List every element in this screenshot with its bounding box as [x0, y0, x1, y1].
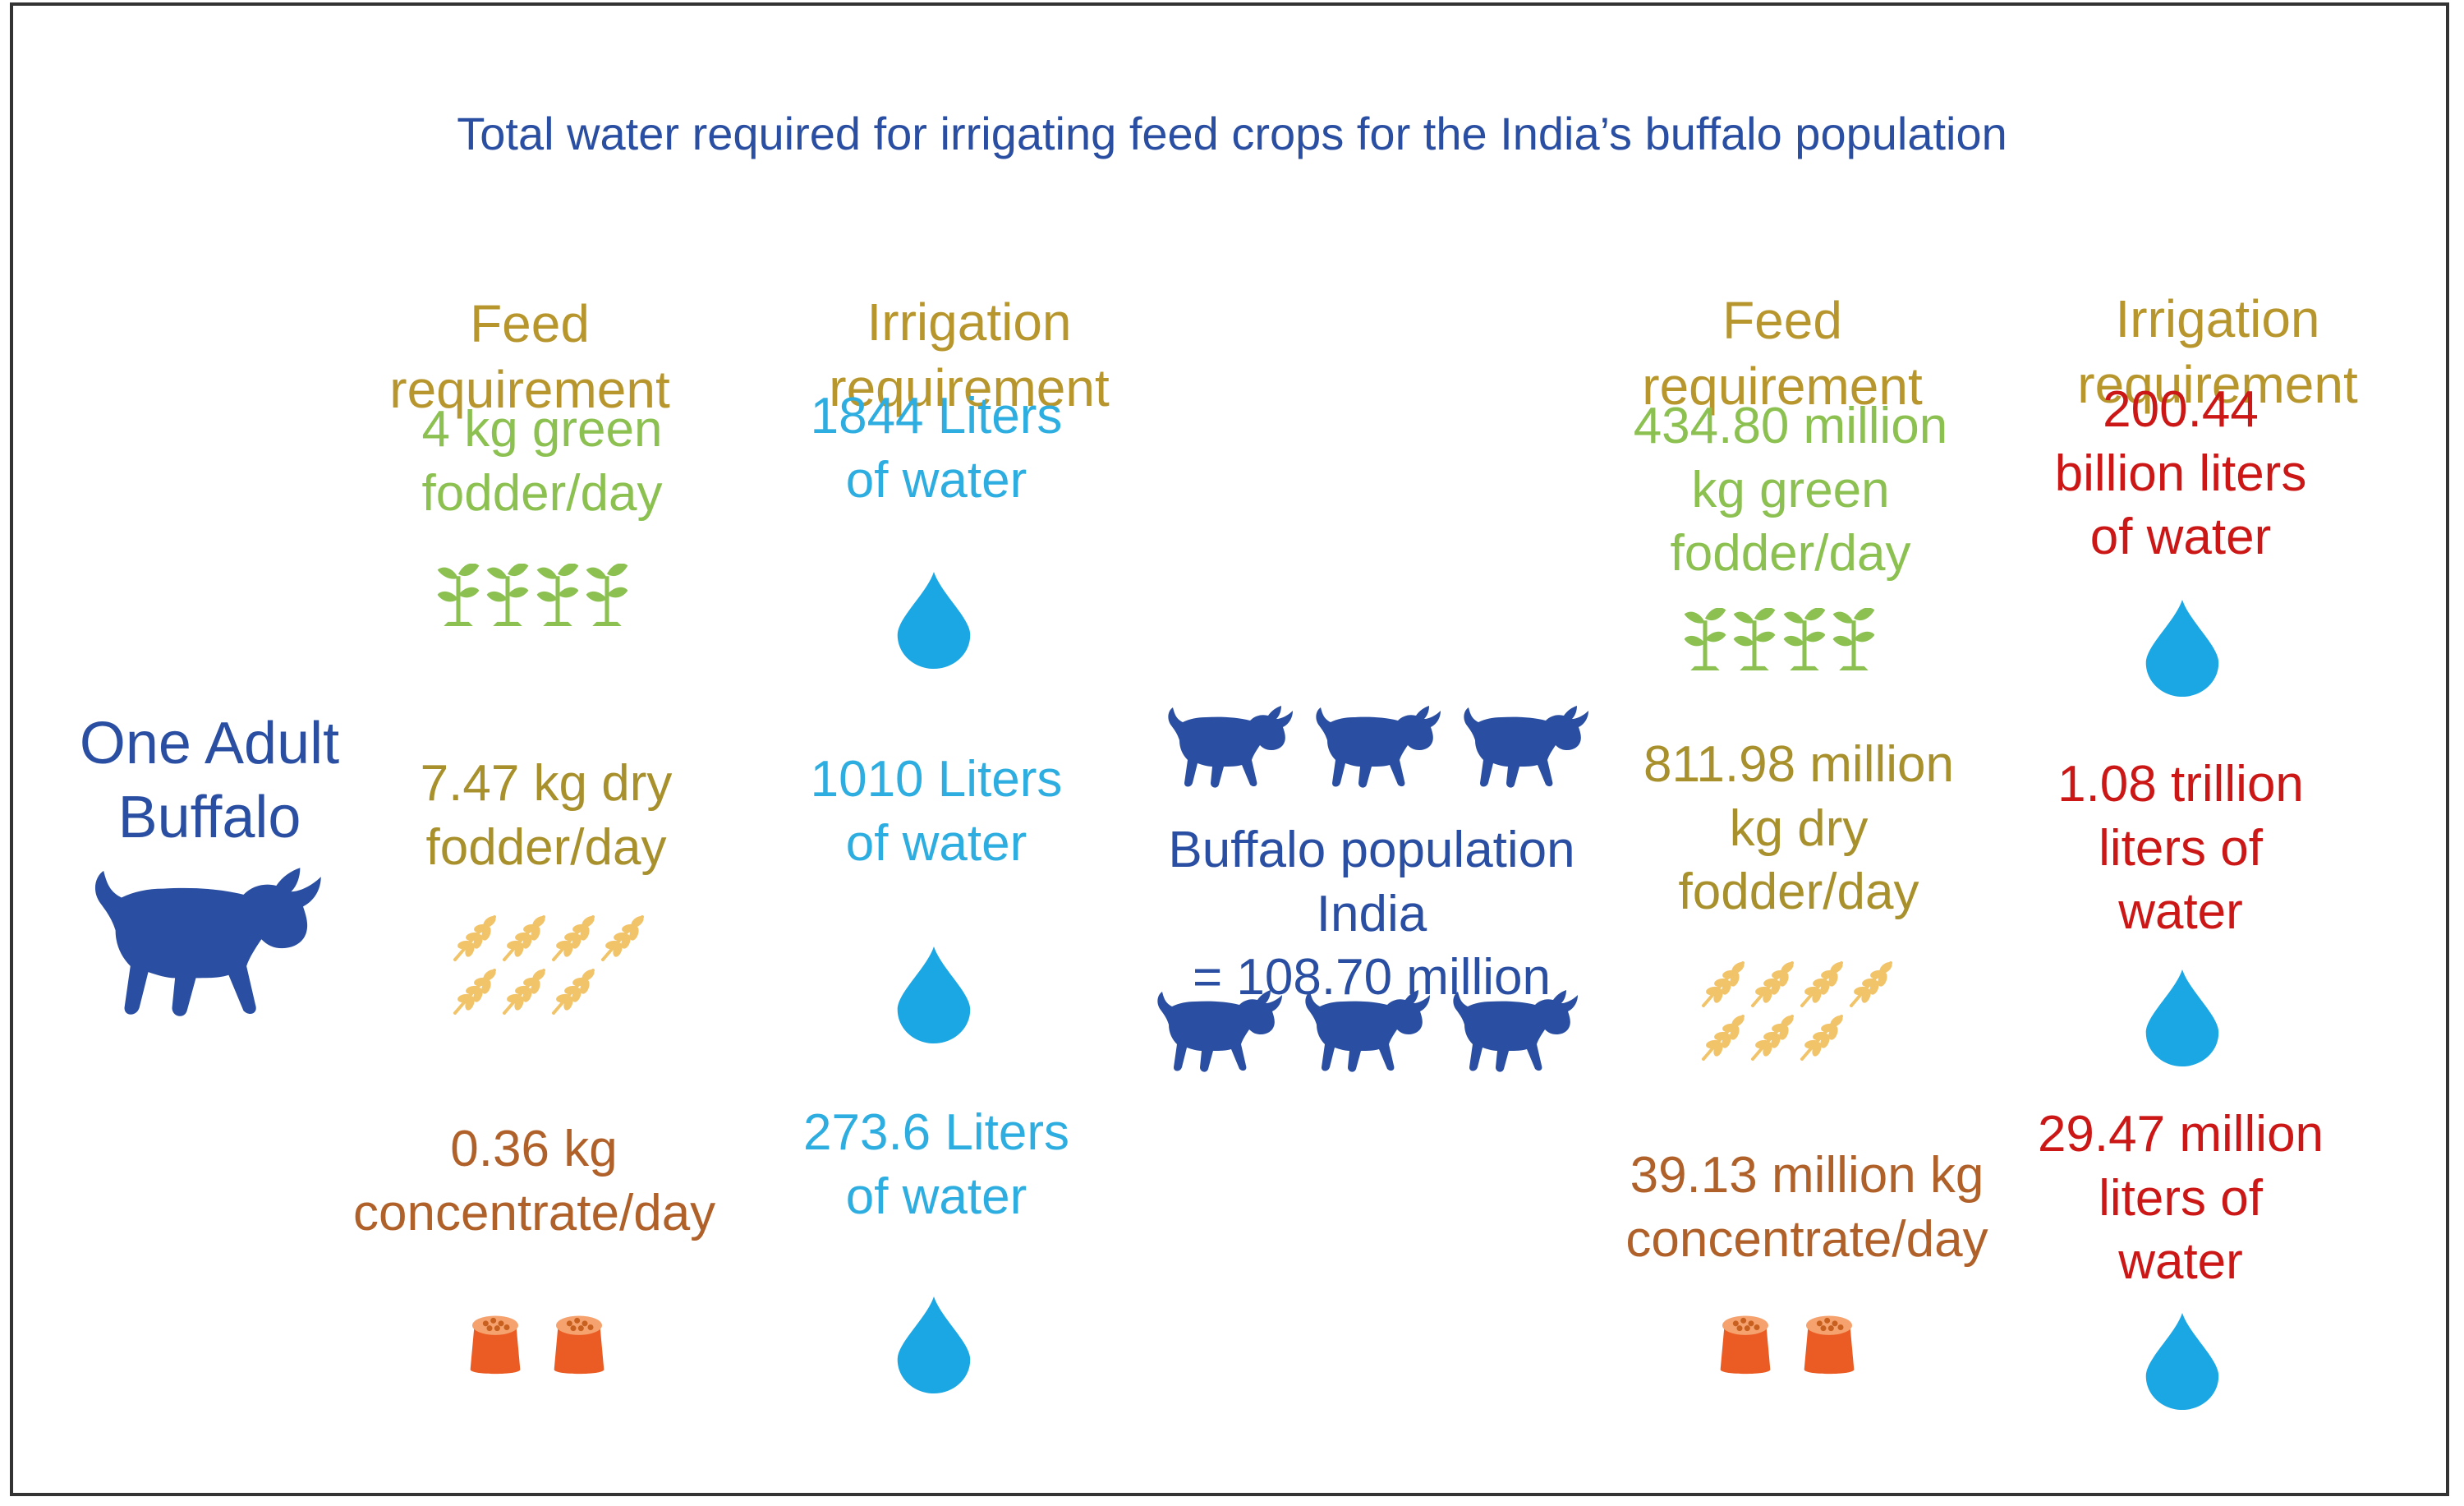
buffalo-population-text: Buffalo population India = 108.70 millio… [1168, 822, 1575, 1006]
irrigation-requirement-header: Irrigation requirement [829, 292, 1110, 417]
water-drop-icon [2145, 600, 2219, 697]
wheat-icon [453, 967, 499, 1015]
buffalo-icon [1464, 706, 1588, 788]
wheat-icon [1702, 1013, 1748, 1061]
sprout-icon [1684, 608, 1726, 670]
feed-sack-icon-row [467, 1308, 608, 1379]
wheat-icon [601, 914, 647, 961]
green-fodder-text: 4 kg green fodder/day [421, 401, 663, 522]
wheat-icon [503, 914, 549, 961]
wheat-icon [453, 914, 499, 961]
wheat-icon [1702, 960, 1748, 1007]
sprout-icon [437, 564, 480, 626]
wheat-icon-group [1699, 960, 1912, 1066]
population-feed-requirement-header: Feed requirement [1642, 291, 1923, 416]
buffalo-icon [1316, 706, 1441, 788]
sprout-icon [536, 564, 579, 626]
buffalo-herd-bottom [1154, 984, 1581, 1080]
feed-sack-icon [1720, 1315, 1771, 1375]
water-green-fodder-text: 1844 Liters of water [810, 388, 1063, 509]
water-drop-icon [2145, 969, 2219, 1066]
wheat-icon [503, 967, 549, 1015]
water-concentrate-text: 273.6 Liters of water [803, 1104, 1069, 1225]
sprout-icon [1783, 608, 1826, 670]
sprout-icon-row [435, 564, 630, 630]
wheat-icon [1751, 1013, 1797, 1061]
sprout-icon [1833, 608, 1875, 670]
sprout-icon [487, 564, 529, 626]
sprout-icon [1734, 608, 1776, 670]
population-water-concentrate-text: 29.47 million liters of water [2037, 1106, 2324, 1290]
border-frame [10, 2, 2449, 1496]
water-dry-fodder-text: 1010 Liters of water [810, 751, 1063, 872]
buffalo-icon [1157, 990, 1282, 1072]
concentrate-text: 0.36 kg concentrate/day [353, 1121, 716, 1241]
feed-sack-icon [470, 1315, 521, 1375]
wheat-icon-group [450, 914, 664, 1020]
sprout-icon [586, 564, 628, 626]
feed-sack-icon [554, 1315, 605, 1375]
population-concentrate-text: 39.13 million kg concentrate/day [1625, 1147, 1988, 1268]
population-dry-fodder-text: 811.98 million kg dry fodder/day [1643, 736, 1954, 920]
buffalo-icon [94, 868, 321, 1016]
buffalo-herd-top [1165, 700, 1592, 796]
population-water-dry-fodder-text: 1.08 trillion liters of water [2057, 756, 2304, 940]
one-adult-buffalo-label: One Adult Buffalo [79, 711, 340, 850]
water-drop-icon [897, 572, 971, 669]
wheat-icon [1751, 960, 1797, 1007]
wheat-icon [1800, 960, 1846, 1007]
wheat-icon [1850, 960, 1896, 1007]
population-irrigation-requirement-header: Irrigation requirement [2077, 289, 2358, 414]
population-green-fodder-text: 434.80 million kg green fodder/day [1633, 398, 1948, 582]
population-water-green-fodder-text: 200.44 billion liters of water [2054, 381, 2307, 565]
buffalo-icon [1453, 990, 1578, 1072]
buffalo-icon [1168, 706, 1293, 788]
sprout-icon-row [1682, 608, 1877, 675]
dry-fodder-text: 7.47 kg dry fodder/day [420, 755, 673, 876]
water-drop-icon [897, 946, 971, 1043]
feed-requirement-header: Feed requirement [389, 294, 670, 419]
water-drop-icon [2145, 1313, 2219, 1410]
wheat-icon [1800, 1013, 1846, 1061]
water-drop-icon [897, 1296, 971, 1393]
infographic-title: Total water required for irrigating feed… [457, 108, 2007, 159]
feed-sack-icon-row [1717, 1308, 1858, 1379]
feed-sack-icon [1804, 1315, 1855, 1375]
wheat-icon [552, 914, 598, 961]
buffalo-icon [1305, 990, 1430, 1072]
wheat-icon [552, 967, 598, 1015]
